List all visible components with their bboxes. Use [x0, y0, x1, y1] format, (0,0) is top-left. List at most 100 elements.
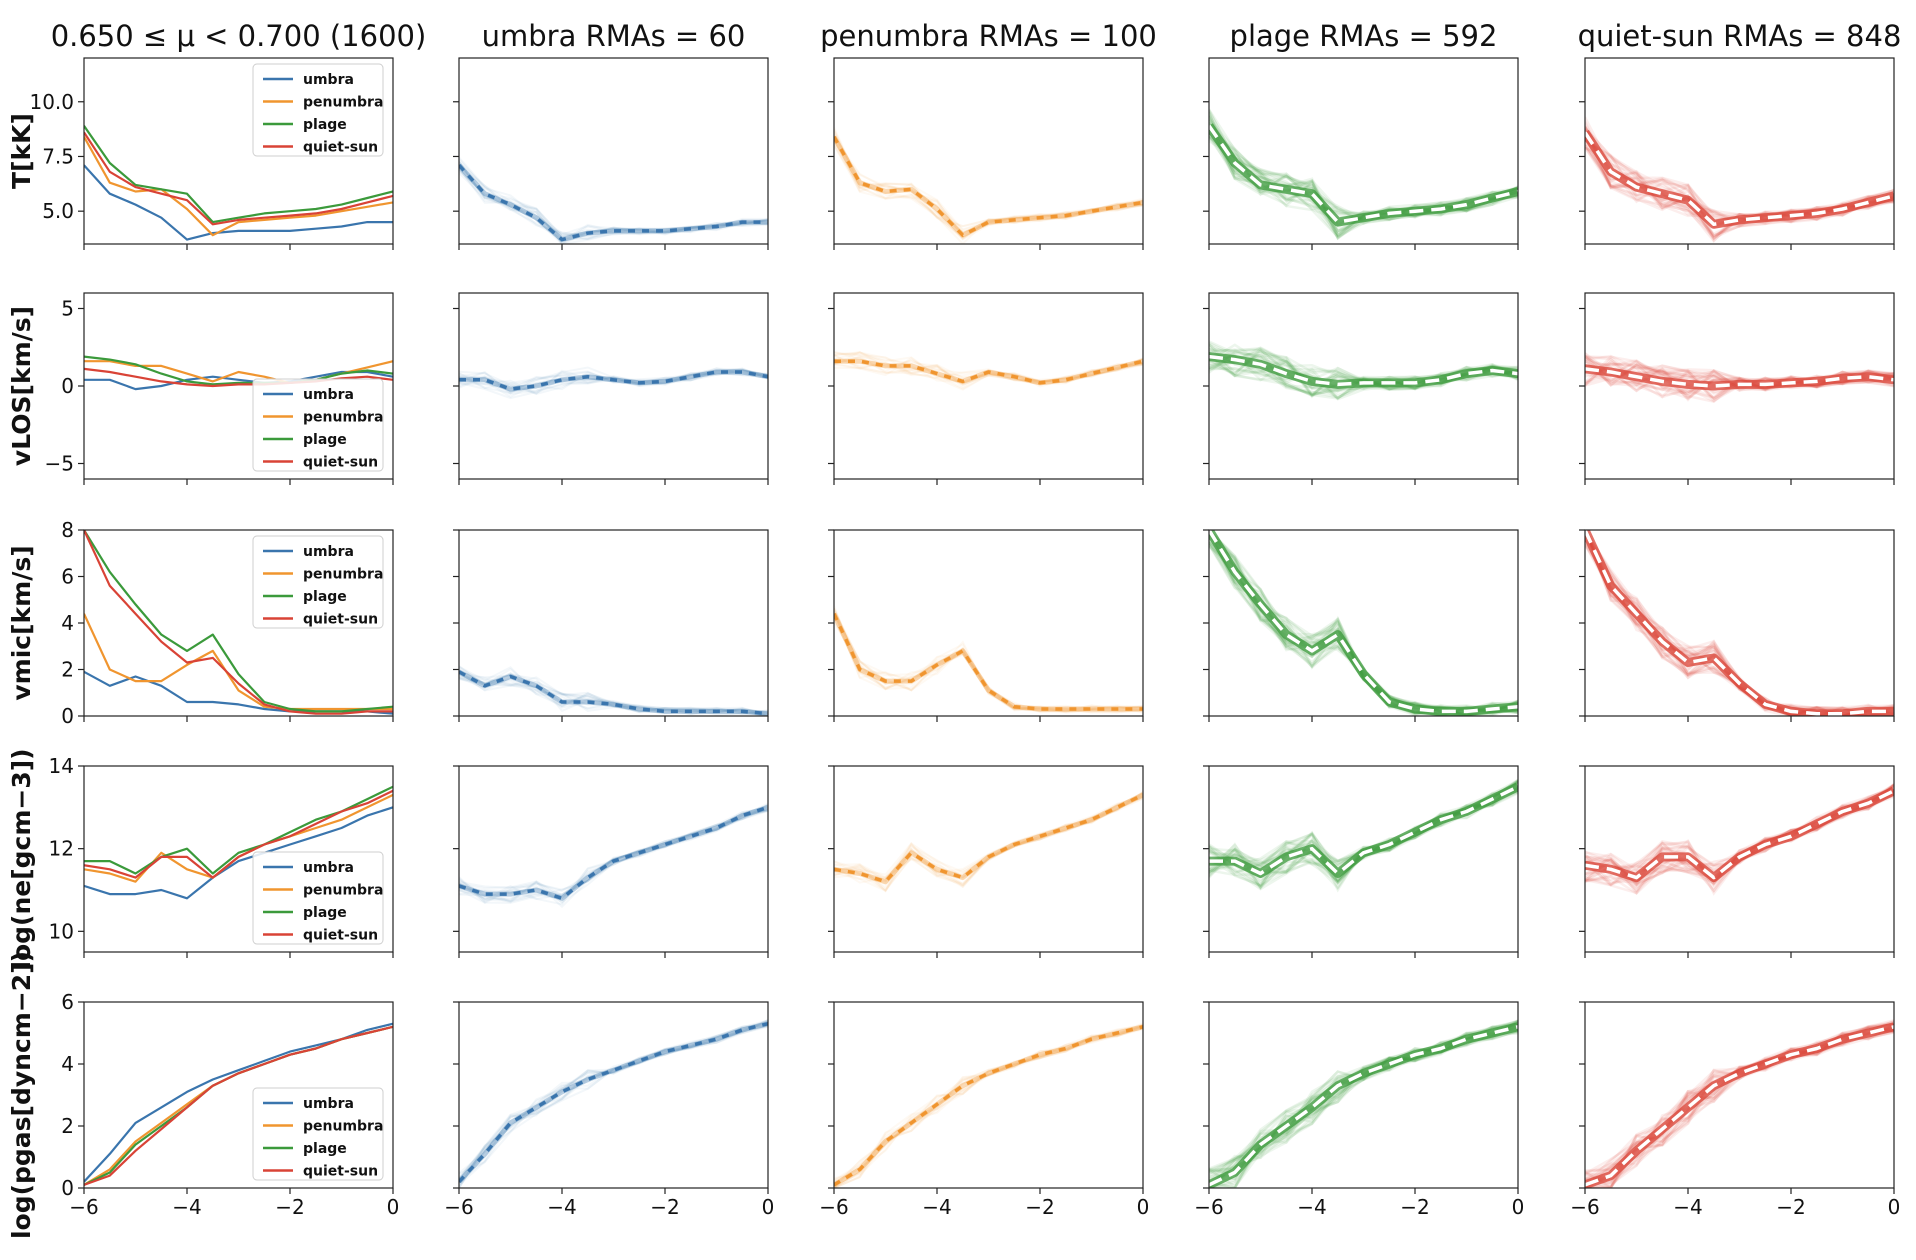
row-label-0: T[kK] [7, 113, 36, 189]
legend-label-penumbra: penumbra [303, 883, 383, 899]
legend: umbra penumbra plage quiet-sun [252, 1087, 384, 1181]
x-tick-label: −4 [1297, 1195, 1326, 1219]
panel-r0-c3 [1203, 57, 1519, 250]
median-line-plage [1209, 1025, 1518, 1187]
x-tick-label: −6 [69, 1195, 98, 1219]
panel-r2-c1 [453, 529, 769, 722]
legend-label-penumbra: penumbra [303, 410, 383, 426]
y-tick-label: 5.0 [42, 199, 74, 223]
y-tick-label: 10 [49, 919, 74, 943]
panel-r3-c2 [828, 765, 1144, 958]
panel-r3-c4 [1579, 765, 1895, 958]
median-line-penumbra [834, 793, 1143, 884]
legend-label-plage: plage [303, 432, 347, 448]
median-line-umbra [459, 164, 768, 242]
panel-r4-c4: −6 −4 −2 0 [1570, 1001, 1901, 1219]
legend: umbra penumbra plage quiet-sun [252, 63, 384, 157]
series-line-quiet-sun [84, 789, 393, 879]
panel-r2-c4 [1579, 529, 1895, 722]
legend-label-penumbra: penumbra [303, 1119, 383, 1135]
legend-label-umbra: umbra [303, 72, 354, 88]
series-line-umbra [84, 806, 393, 900]
median-band-penumbra [834, 792, 1143, 885]
ensemble-band-penumbra [834, 605, 1143, 714]
legend-label-plage: plage [303, 589, 347, 605]
legend-label-quiet-sun: quiet-sun [303, 455, 378, 471]
ensemble-band-umbra [459, 802, 768, 909]
ensemble-band-umbra [459, 665, 768, 716]
y-tick-label: 4 [61, 611, 74, 635]
row-label-3: log(ne[gcm−3]) [7, 748, 36, 969]
x-tick-label: −4 [1673, 1195, 1702, 1219]
y-tick-label: 6 [61, 990, 74, 1014]
y-tick-label: 0 [61, 1176, 74, 1200]
panel-r2-c0: 0 2 4 6 8 umbra penumbra plage quiet-sun [61, 518, 394, 728]
ensemble-band-penumbra [834, 127, 1143, 244]
median-line-plage [1209, 785, 1518, 876]
x-tick-label: 0 [1888, 1195, 1901, 1219]
median-band-penumbra [834, 135, 1143, 238]
ensemble-band-quiet-sun [1585, 1019, 1894, 1188]
ensemble-band-umbra [459, 1019, 768, 1188]
panel-r1-c0: −5 0 5 umbra penumbra plage quiet-sun [45, 292, 394, 485]
panel-r4-c1: −6 −4 −2 0 [444, 1001, 775, 1219]
median-band-quiet-sun [1585, 1022, 1894, 1188]
y-tick-label: 6 [61, 565, 74, 589]
column-title-0: 0.650 ≤ μ < 0.700 (1600) [51, 19, 427, 53]
series-line-penumbra [84, 136, 393, 237]
median-line-quiet-sun [1585, 530, 1894, 716]
x-tick-label: −6 [1194, 1195, 1223, 1219]
median-line-plage [1209, 354, 1518, 387]
x-tick-label: −2 [275, 1195, 304, 1219]
median-line-umbra [459, 805, 768, 901]
median-line-penumbra [834, 612, 1143, 711]
series-line-quiet-sun [84, 1025, 393, 1186]
legend-label-penumbra: penumbra [303, 567, 383, 583]
x-tick-label: −2 [1776, 1195, 1805, 1219]
panel-r1-c1 [453, 292, 769, 485]
median-band-penumbra [834, 1024, 1143, 1188]
panel-r0-c1 [453, 57, 769, 250]
y-tick-label: 8 [61, 518, 74, 542]
ensemble-band-penumbra [834, 351, 1143, 391]
column-title-4: quiet-sun RMAs = 848 [1578, 19, 1902, 53]
legend-label-plage: plage [303, 117, 347, 133]
legend-label-quiet-sun: quiet-sun [303, 612, 378, 628]
x-tick-label: 0 [762, 1195, 775, 1219]
x-tick-label: −6 [444, 1195, 473, 1219]
row-label-1: vLOS[km/s] [7, 306, 36, 466]
y-tick-label: 0 [61, 374, 74, 398]
legend-label-quiet-sun: quiet-sun [303, 928, 378, 944]
row-label-4: log(pgas[dyncm−2]) [7, 951, 36, 1239]
median-line-quiet-sun [1585, 789, 1894, 880]
ensemble-band-plage [1209, 1019, 1518, 1188]
legend-label-quiet-sun: quiet-sun [303, 140, 378, 156]
x-tick-label: −2 [1400, 1195, 1429, 1219]
legend-label-quiet-sun: quiet-sun [303, 1164, 378, 1180]
x-tick-label: −4 [922, 1195, 951, 1219]
legend-label-plage: plage [303, 1141, 347, 1157]
y-tick-label: 5 [61, 297, 74, 321]
legend-label-umbra: umbra [303, 1096, 354, 1112]
x-tick-label: −4 [172, 1195, 201, 1219]
column-title-3: plage RMAs = 592 [1230, 19, 1498, 53]
median-line-umbra [459, 370, 768, 391]
ensemble-band-penumbra [834, 791, 1143, 893]
legend-label-umbra: umbra [303, 387, 354, 403]
legend-label-umbra: umbra [303, 544, 354, 560]
panel-r3-c3 [1203, 765, 1519, 958]
legend-label-umbra: umbra [303, 860, 354, 876]
x-tick-label: −6 [819, 1195, 848, 1219]
median-line-penumbra [834, 1025, 1143, 1187]
series-line-umbra [84, 164, 393, 241]
panel-r0-c0: 5.0 7.5 10.0 umbra penumbra plage quiet-sun [29, 57, 394, 250]
median-line-penumbra [834, 359, 1143, 385]
series-line-quiet-sun [84, 131, 393, 226]
x-tick-label: −4 [547, 1195, 576, 1219]
column-title-2: penumbra RMAs = 100 [820, 19, 1157, 53]
y-tick-label: 2 [61, 1114, 74, 1138]
series-line-plage [84, 355, 393, 386]
series-line-quiet-sun [84, 367, 393, 388]
series-line-umbra [84, 370, 393, 391]
